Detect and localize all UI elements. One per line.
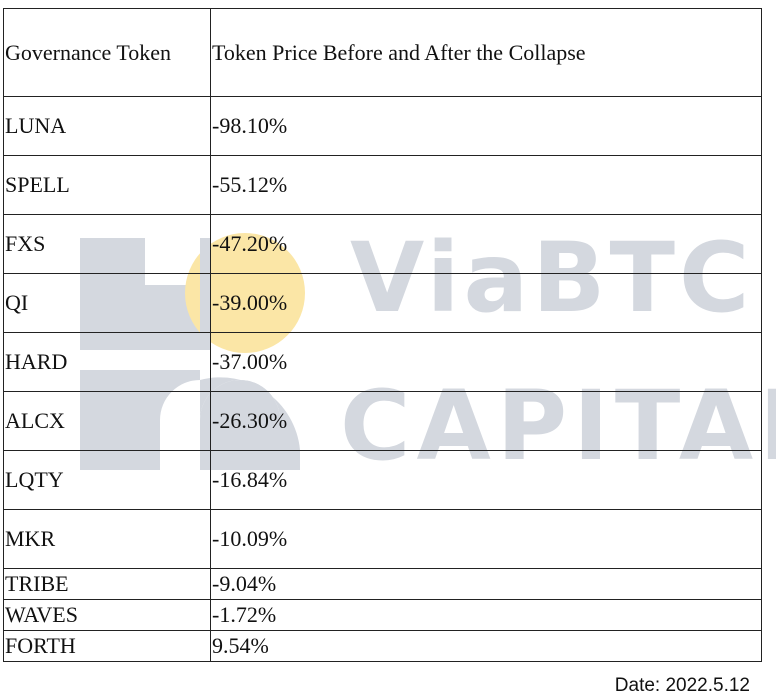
table-header-row: Governance Token Token Price Before and … (3, 8, 762, 97)
token-name: ALCX (3, 391, 211, 451)
price-change: 9.54% (210, 630, 762, 662)
price-change: -47.20% (210, 214, 762, 274)
table-row: ALCX -26.30% (3, 391, 762, 451)
table-row: WAVES -1.72% (3, 599, 762, 631)
token-name: WAVES (3, 599, 211, 631)
token-name: SPELL (3, 155, 211, 215)
table-row: MKR -10.09% (3, 509, 762, 569)
price-change: -1.72% (210, 599, 762, 631)
price-change: -98.10% (210, 96, 762, 156)
table-row: SPELL -55.12% (3, 155, 762, 215)
date-label: Date: 2022.5.12 (614, 675, 750, 696)
price-change: -9.04% (210, 568, 762, 600)
table-row: HARD -37.00% (3, 332, 762, 392)
price-change: -10.09% (210, 509, 762, 569)
price-change: -26.30% (210, 391, 762, 451)
governance-token-price-table: Governance Token Token Price Before and … (3, 8, 762, 662)
table-row: QI -39.00% (3, 273, 762, 333)
table-row: FXS -47.20% (3, 214, 762, 274)
price-change: -16.84% (210, 450, 762, 510)
table-row: LUNA -98.10% (3, 96, 762, 156)
price-change: -37.00% (210, 332, 762, 392)
token-name: FORTH (3, 630, 211, 662)
table-row: TRIBE -9.04% (3, 568, 762, 600)
table-row: FORTH 9.54% (3, 630, 762, 662)
token-name: MKR (3, 509, 211, 569)
header-price-change: Token Price Before and After the Collaps… (210, 8, 762, 97)
table-row: LQTY -16.84% (3, 450, 762, 510)
token-name: HARD (3, 332, 211, 392)
token-name: TRIBE (3, 568, 211, 600)
token-name: FXS (3, 214, 211, 274)
price-change: -55.12% (210, 155, 762, 215)
token-name: LQTY (3, 450, 211, 510)
price-change: -39.00% (210, 273, 762, 333)
token-name: LUNA (3, 96, 211, 156)
header-governance-token: Governance Token (3, 8, 211, 97)
token-name: QI (3, 273, 211, 333)
